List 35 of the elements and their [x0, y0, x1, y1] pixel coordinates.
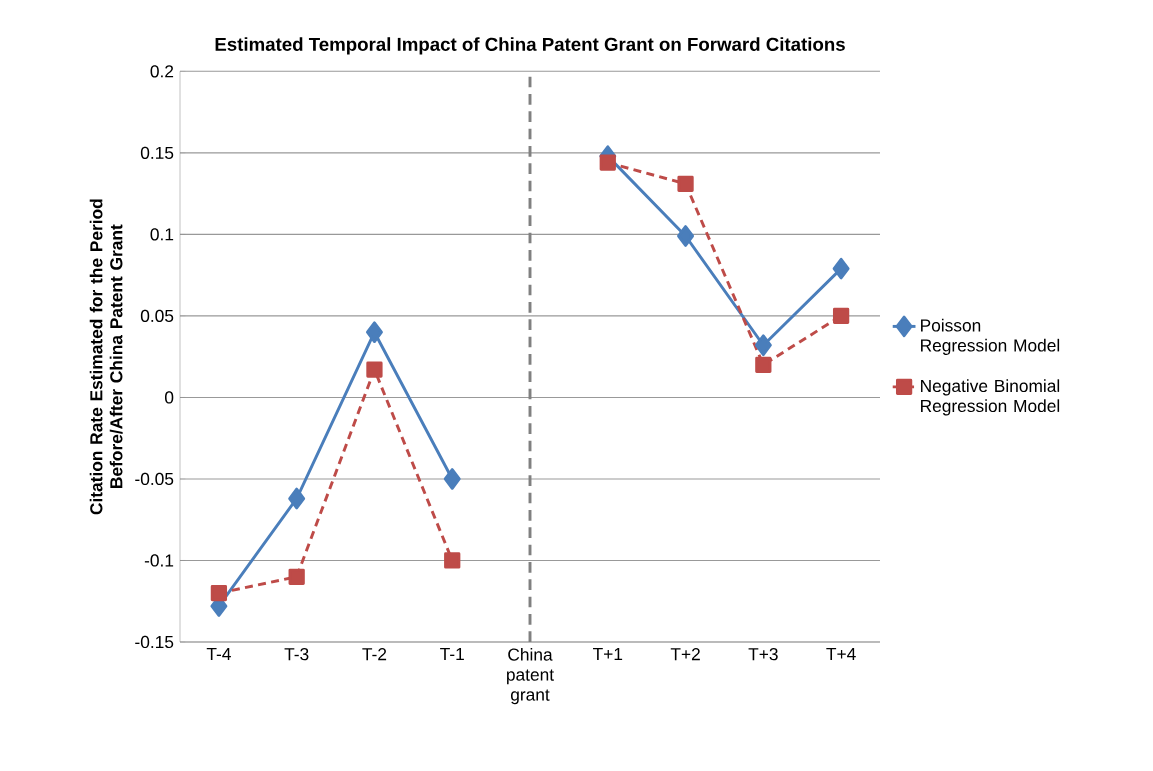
point	[677, 175, 694, 192]
chart-title: Estimated Temporal Impact of China Patent Grant on Forward Citations	[215, 37, 845, 55]
point	[288, 568, 305, 585]
x-tick-label: T-2	[362, 648, 387, 661]
point	[754, 334, 772, 357]
y-tick-label: 0.05	[140, 309, 174, 323]
legend-label: Poisson Regression Model	[921, 318, 1060, 355]
y-tick-label: -0.15	[135, 635, 174, 649]
point	[210, 584, 228, 602]
y-tick-label: 0.2	[150, 65, 174, 78]
y-axis-title: Citation Rate Estimated for the Period Before/After China Patent Grant	[89, 199, 123, 515]
x-tick-label: T+4	[826, 648, 856, 660]
point	[755, 356, 772, 373]
point	[832, 257, 850, 280]
point	[832, 307, 850, 325]
x-tick-label: T-1	[440, 648, 464, 660]
legend-label: Negative Binomial Regression Model	[921, 379, 1060, 416]
point	[443, 468, 461, 490]
point	[444, 552, 461, 569]
y-tick-label: 0.1	[150, 228, 174, 241]
x-tick-label: T+2	[670, 648, 700, 661]
point	[365, 321, 383, 343]
point	[288, 487, 306, 510]
y-tick-label: -0.05	[135, 472, 174, 486]
x-tick-label: T+1	[593, 648, 623, 660]
x-tick-label: China patent grant	[507, 648, 554, 705]
point	[677, 225, 695, 247]
x-tick-label: T+3	[748, 648, 778, 661]
point	[599, 154, 616, 171]
y-tick-label: 0.15	[140, 146, 174, 159]
y-tick-label: -0.1	[144, 554, 174, 567]
y-tick-label: 0	[164, 391, 174, 404]
x-tick-label: T-3	[284, 648, 309, 661]
x-tick-label: T-4	[206, 648, 231, 660]
point	[366, 361, 383, 378]
